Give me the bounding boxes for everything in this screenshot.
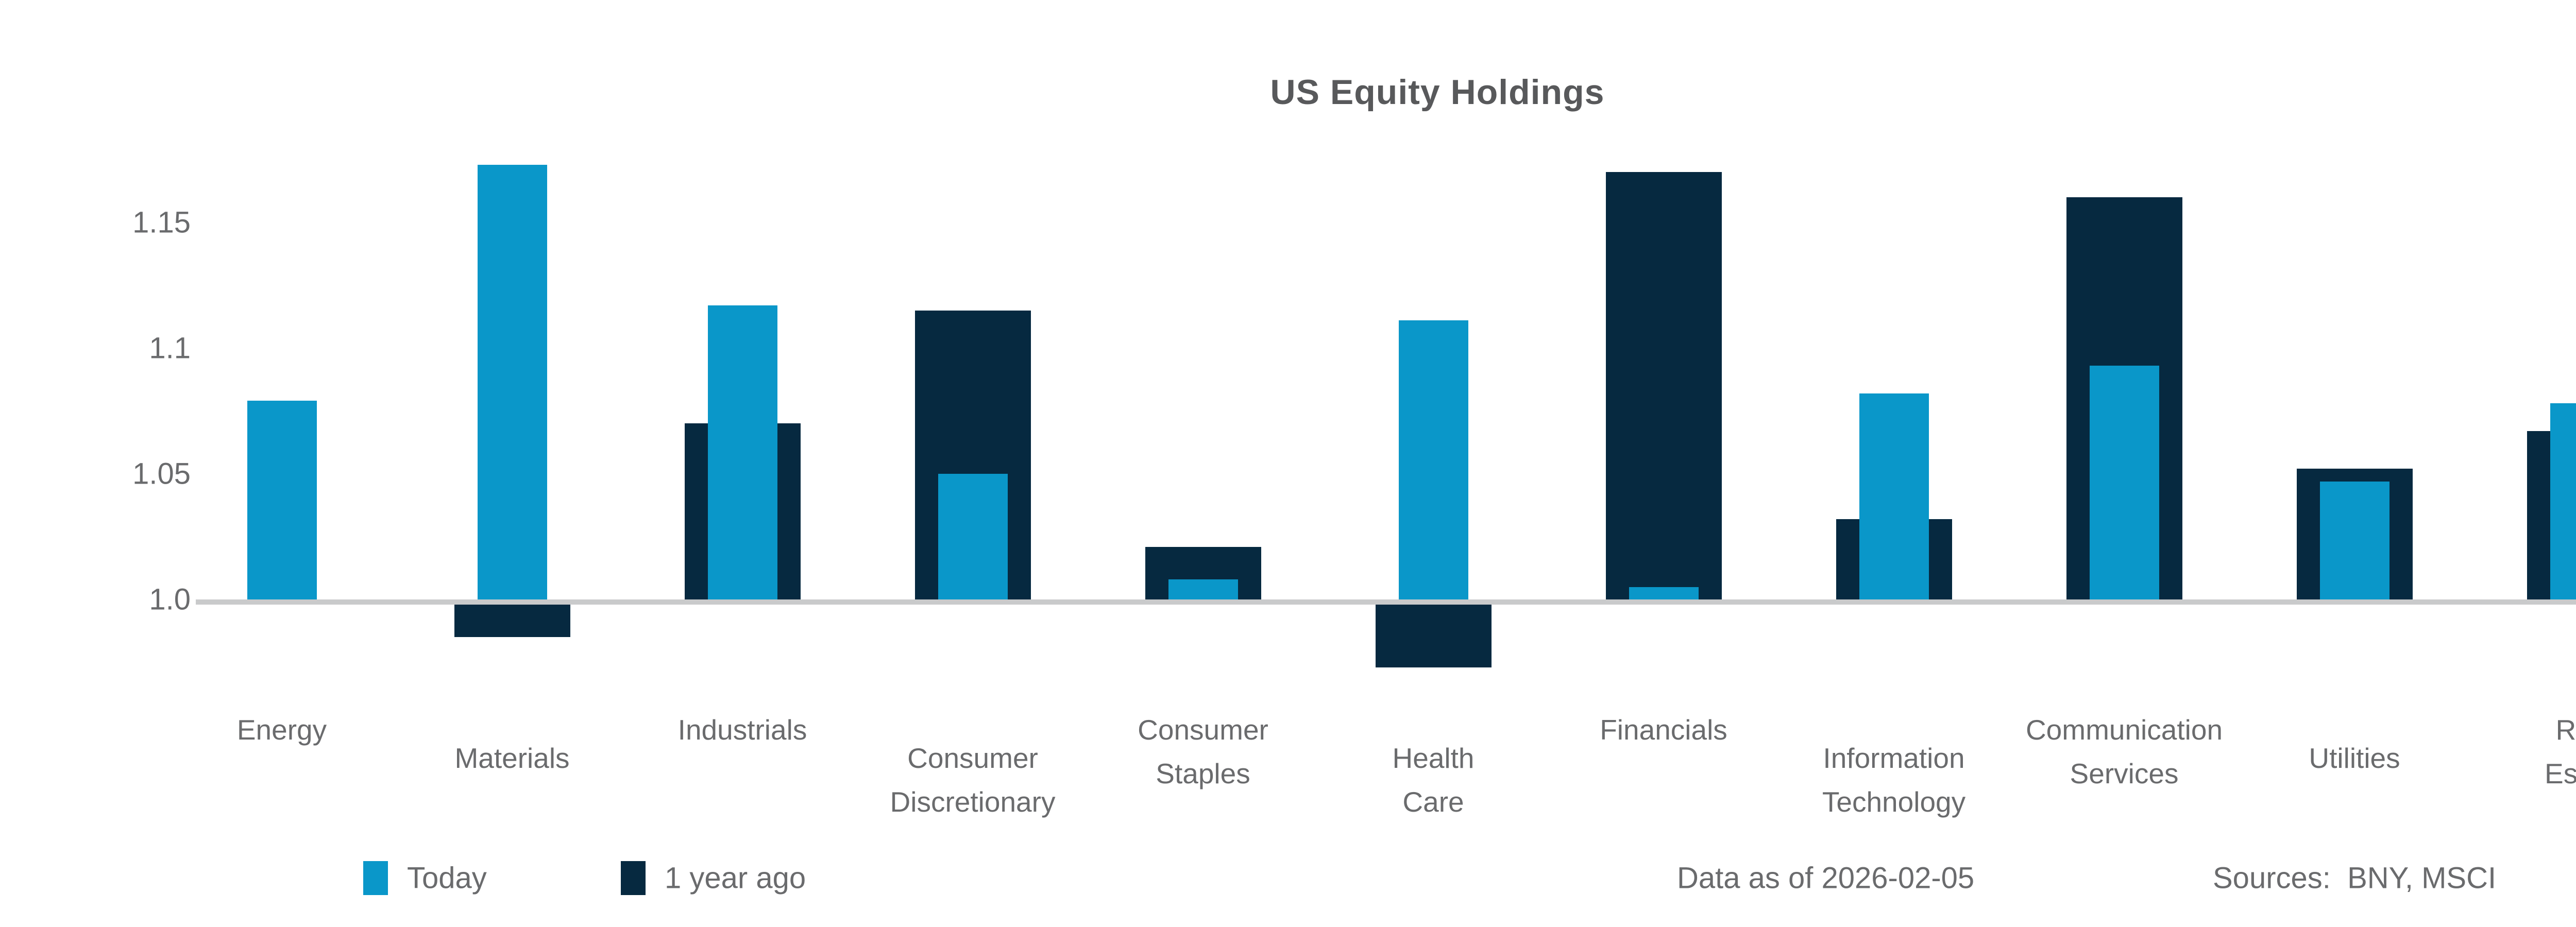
category-label-consumer-discretionary-line1: Consumer xyxy=(907,742,1038,774)
category-label-health-care-line1: Health xyxy=(1392,742,1475,774)
legend-swatch-today xyxy=(363,861,388,895)
category-label-consumer-staples-line2: Staples xyxy=(1156,758,1250,789)
category-label-real-estate-line1: Real xyxy=(2555,714,2576,746)
x-axis-baseline xyxy=(196,599,2576,605)
bar-today-energy xyxy=(247,401,317,599)
category-label-consumer-discretionary-line2: Discretionary xyxy=(890,786,1056,818)
y-tick-1.0: 1.0 xyxy=(149,582,191,616)
chart-title: US Equity Holdings xyxy=(1270,73,1605,112)
bar-today-health-care xyxy=(1398,320,1468,599)
category-label-energy: Energy xyxy=(236,714,327,746)
bar-today-real-estate xyxy=(2550,403,2576,599)
category-label-communication-services-line2: Services xyxy=(2070,758,2179,789)
bar-today-utilities xyxy=(2319,481,2389,599)
bar-today-information-technology xyxy=(1859,393,1929,599)
category-label-materials: Materials xyxy=(454,742,570,774)
category-label-financials: Financials xyxy=(1600,714,1727,746)
bar-today-consumer-staples xyxy=(1168,579,1238,599)
legend-label-1-year-ago: 1 year ago xyxy=(665,861,806,895)
bar-today-financials xyxy=(1629,587,1699,599)
bar-today-consumer-discretionary xyxy=(938,474,1008,599)
category-label-real-estate-line2: Estate xyxy=(2545,758,2576,789)
category-label-industrials: Industrials xyxy=(677,714,807,746)
category-label-information-technology-line1: Information xyxy=(1823,742,1965,774)
legend-label-today: Today xyxy=(407,861,487,895)
bar-today-materials xyxy=(477,164,547,599)
sources-note: Sources: BNY, MSCI xyxy=(2213,861,2497,895)
y-tick-1.15: 1.15 xyxy=(132,205,191,239)
legend-swatch-1-year-ago xyxy=(621,861,646,895)
bar-1-year-ago-health-care xyxy=(1375,599,1492,667)
data-as-of-note: Data as of 2026-02-05 xyxy=(1677,861,1975,895)
category-label-health-care-line2: Care xyxy=(1402,786,1464,818)
y-tick-1.05: 1.05 xyxy=(132,457,191,491)
bar-today-communication-services xyxy=(2089,366,2159,599)
category-label-consumer-staples-line1: Consumer xyxy=(1138,714,1268,746)
y-tick-1.1: 1.1 xyxy=(149,331,191,365)
category-label-information-technology-line2: Technology xyxy=(1822,786,1966,818)
category-label-utilities: Utilities xyxy=(2309,742,2400,774)
bar-1-year-ago-financials xyxy=(1605,172,1722,599)
bar-today-industrials xyxy=(707,305,777,599)
bar-1-year-ago-materials xyxy=(454,599,570,638)
category-label-communication-services-line1: Communication xyxy=(2025,714,2223,746)
